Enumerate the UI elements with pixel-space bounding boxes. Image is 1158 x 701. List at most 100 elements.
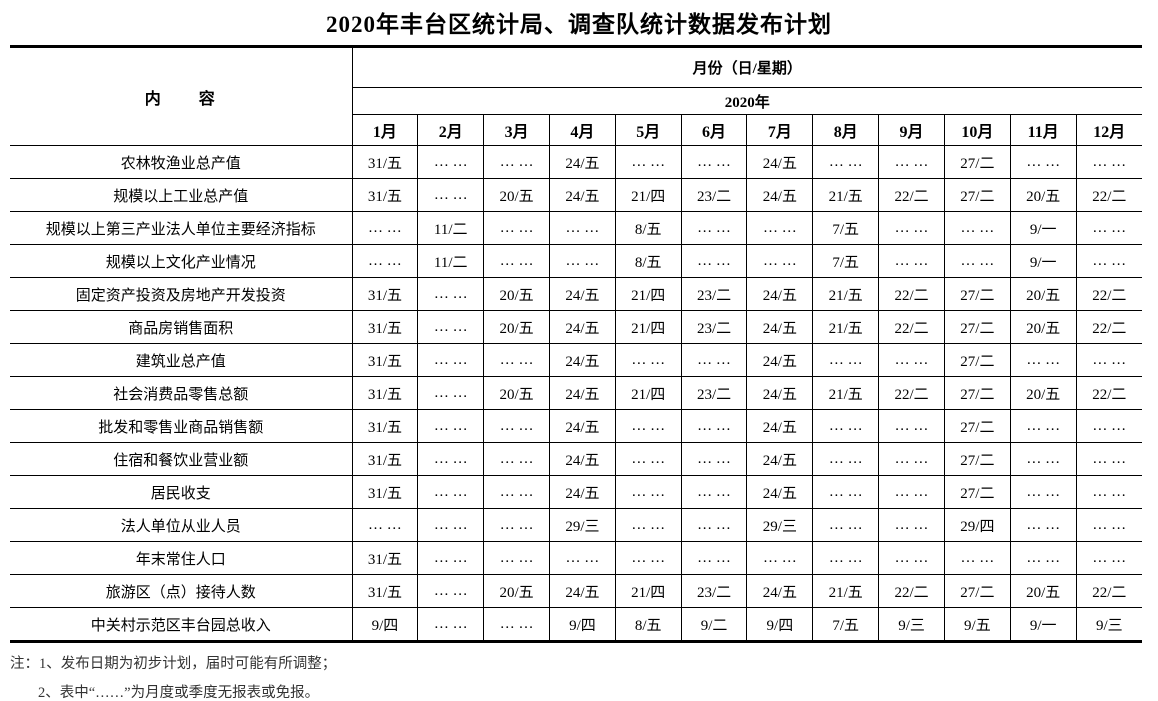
schedule-cell: … … [1009, 508, 1077, 542]
schedule-cell: … … [483, 145, 550, 179]
table-row: 规模以上第三产业法人单位主要经济指标… … 11/二… …… … 8/五… …… …… [10, 211, 1142, 245]
schedule-cell: … … [1075, 475, 1142, 509]
schedule-cell: … … [812, 442, 880, 476]
schedule-cell: … … [943, 211, 1011, 245]
schedule-cell: 20/五 [1009, 277, 1077, 311]
schedule-cell: … … [878, 475, 945, 509]
months-group-header: 月份（日/星期） [351, 46, 1142, 88]
schedule-cell: … … [614, 475, 682, 509]
schedule-cell: 9/三 [1075, 607, 1142, 642]
schedule-cell: 31/五 [351, 376, 419, 410]
row-label: 商品房销售面积 [10, 310, 353, 344]
page-title: 2020年丰台区统计局、调查队统计数据发布计划 [326, 12, 832, 37]
table-row: 年末常住人口 31/五… …… …… …… …… …… …… …… …… …… …… [10, 541, 1142, 575]
schedule-cell: 22/二 [1075, 178, 1142, 212]
schedule-cell: 9/二 [680, 607, 748, 642]
schedule-cell: … … [878, 409, 945, 443]
table-row: 法人单位从业人员… …… …… … 29/三… …… … 29/三… …… … 29/… [10, 508, 1142, 542]
schedule-cell: 20/五 [1009, 574, 1077, 608]
schedule-cell: … … [483, 475, 550, 509]
schedule-cell: 7/五 [812, 244, 880, 278]
schedule-cell: 27/二 [943, 574, 1011, 608]
schedule-cell: … … [943, 244, 1011, 278]
schedule-cell: 22/二 [878, 178, 945, 212]
table-row: 农林牧渔业总产值 31/五… …… … 24/五… …… … 24/五… …… … 27… [10, 145, 1142, 179]
schedule-cell: 8/五 [614, 244, 682, 278]
schedule-cell: … … [483, 508, 550, 542]
schedule-cell: 21/五 [812, 178, 880, 212]
schedule-cell: … … [417, 145, 485, 179]
schedule-cell: … … [680, 541, 748, 575]
table-row: 规模以上工业总产值 31/五… … 20/五 24/五 21/四 23/二 24/五 21/五… [10, 178, 1142, 212]
month-column-header: 3月 [483, 114, 550, 146]
schedule-cell: 23/二 [680, 277, 748, 311]
schedule-cell: … … [1075, 442, 1142, 476]
schedule-cell: … … [417, 574, 485, 608]
schedule-cell: … … [483, 541, 550, 575]
schedule-cell: 21/五 [812, 376, 880, 410]
schedule-cell: 23/二 [680, 574, 748, 608]
note-line-1: 注：1、发布日期为初步计划，届时可能有所调整； [10, 656, 337, 672]
schedule-cell: 27/二 [943, 442, 1011, 476]
row-label: 旅游区（点）接待人数 [10, 574, 353, 608]
schedule-cell: 24/五 [746, 376, 814, 410]
schedule-cell: … … [812, 409, 880, 443]
schedule-cell: … … [746, 211, 814, 245]
schedule-cell: 22/二 [878, 277, 945, 311]
schedule-cell: 24/五 [548, 145, 616, 179]
schedule-cell: 27/二 [943, 277, 1011, 311]
schedule-cell: 29/三 [746, 508, 814, 542]
schedule-cell: 21/四 [614, 376, 682, 410]
schedule-cell: 9/一 [1009, 607, 1077, 642]
schedule-cell: … … [417, 607, 485, 642]
schedule-cell: 9/四 [548, 607, 616, 642]
schedule-cell: 31/五 [351, 310, 419, 344]
month-column-header: 11月 [1009, 114, 1077, 146]
schedule-cell: 31/五 [351, 541, 419, 575]
schedule-cell: … … [1009, 442, 1077, 476]
schedule-cell: 20/五 [1009, 178, 1077, 212]
schedule-cell: 27/二 [943, 475, 1011, 509]
schedule-cell: … … [351, 508, 419, 542]
schedule-cell: 21/四 [614, 574, 682, 608]
schedule-cell: 20/五 [483, 376, 550, 410]
schedule-cell: … … [417, 475, 485, 509]
schedule-cell: … … [878, 541, 945, 575]
schedule-cell: … … [1009, 343, 1077, 377]
schedule-cell: 20/五 [1009, 310, 1077, 344]
schedule-cell: … … [1075, 211, 1142, 245]
schedule-cell: … … [680, 145, 748, 179]
schedule-cell: … … [878, 508, 945, 542]
schedule-cell: 22/二 [878, 376, 945, 410]
schedule-cell: … … [351, 244, 419, 278]
schedule-cell: 31/五 [351, 574, 419, 608]
schedule-cell: … … [483, 442, 550, 476]
schedule-cell: 24/五 [746, 574, 814, 608]
note-line-2: 2、表中“……”为月度或季度无报表或免报。 [38, 685, 320, 701]
month-column-header: 8月 [812, 114, 880, 146]
schedule-cell: 21/四 [614, 277, 682, 311]
schedule-cell: … … [878, 145, 945, 179]
schedule-cell: 9/一 [1009, 244, 1077, 278]
content-column-header: 内 容 [10, 46, 353, 146]
table-row: 居民收支 31/五… …… … 24/五… …… … 24/五… …… … 27/二… … [10, 475, 1142, 509]
schedule-cell: 27/二 [943, 376, 1011, 410]
schedule-cell: 9/五 [943, 607, 1011, 642]
schedule-cell: 20/五 [483, 178, 550, 212]
table-row: 中关村示范区丰台园总收入 9/四… …… … 9/四 8/五 9/二 9/四 7/五 9/三 9… [10, 607, 1142, 642]
schedule-cell: 11/二 [417, 211, 485, 245]
schedule-cell: 29/三 [548, 508, 616, 542]
schedule-cell: 21/四 [614, 310, 682, 344]
schedule-cell: 24/五 [548, 376, 616, 410]
schedule-cell: … … [746, 541, 814, 575]
schedule-cell: 24/五 [746, 277, 814, 311]
schedule-cell: 24/五 [746, 343, 814, 377]
month-column-header: 7月 [746, 114, 814, 146]
schedule-cell: … … [680, 409, 748, 443]
schedule-cell: 21/五 [812, 277, 880, 311]
schedule-cell: 7/五 [812, 211, 880, 245]
schedule-cell: 9/四 [351, 607, 419, 642]
schedule-cell: 31/五 [351, 277, 419, 311]
schedule-cell: … … [1009, 541, 1077, 575]
